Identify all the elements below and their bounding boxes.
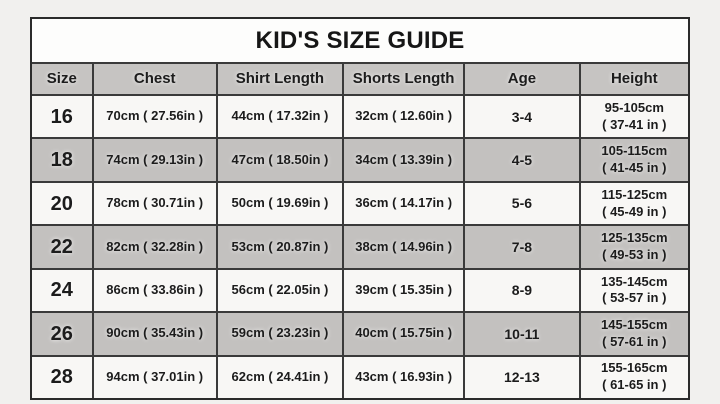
height-cm-text: 115-125cm [601,186,668,202]
height-in-text: ( 45-49 in ) [602,203,667,219]
column-header-shirt-length: Shirt Length [218,64,345,94]
shorts-length-cell: 32cm ( 12.60in ) [344,96,466,138]
height-in-text: ( 41-45 in ) [602,160,667,176]
table-header-row: Size Chest Shirt Length Shorts Length Ag… [32,62,688,94]
table-row-size-20: 20 78cm ( 30.71in ) 50cm ( 19.69in ) 36c… [32,180,688,225]
column-header-size: Size [32,64,94,94]
height-in-text: ( 49-53 in ) [602,246,667,262]
shorts-length-cell: 34cm ( 13.39in ) [344,139,466,181]
shirt-length-cell: 56cm ( 22.05in ) [218,269,345,312]
age-cell: 7-8 [465,226,581,268]
age-cell: 5-6 [465,182,581,225]
size-cell: 26 [32,313,94,355]
column-header-chest: Chest [94,64,218,94]
shorts-length-cell: 40cm ( 15.75in ) [344,313,466,355]
shirt-length-cell: 47cm ( 18.50in ) [218,139,345,181]
chest-cell: 74cm ( 29.13in ) [94,139,218,181]
chest-cell: 94cm ( 37.01in ) [94,356,218,398]
height-in-text: ( 53-57 in ) [602,290,667,306]
height-cell: 155-165cm ( 61-65 in ) [581,357,688,398]
height-in-text: ( 57-61 in ) [602,333,667,349]
table-row-size-18: 18 74cm ( 29.13in ) 47cm ( 18.50in ) 34c… [32,137,688,181]
table-row-size-28: 28 94cm ( 37.01in ) 62cm ( 24.41in ) 43c… [32,354,688,398]
height-cell: 125-135cm ( 49-53 in ) [581,226,688,267]
size-cell: 16 [32,96,94,138]
size-guide-table: KID'S SIZE GUIDE Size Chest Shirt Length… [30,17,690,400]
column-header-age: Age [465,64,581,94]
shirt-length-cell: 50cm ( 19.69in ) [218,182,345,225]
height-cell: 145-155cm ( 57-61 in ) [581,313,688,354]
height-cm-text: 135-145cm [601,273,668,289]
chest-cell: 78cm ( 30.71in ) [94,182,218,225]
shirt-length-cell: 44cm ( 17.32in ) [218,96,345,138]
column-header-height: Height [610,70,658,88]
height-cell: 135-145cm ( 53-57 in ) [581,270,688,311]
age-cell: 12-13 [465,356,581,398]
height-in-text: ( 37-41 in ) [602,116,667,132]
shirt-length-cell: 53cm ( 20.87in ) [218,226,345,268]
age-cell: 8-9 [465,269,581,312]
chest-cell: 82cm ( 32.28in ) [94,226,218,268]
height-cm-text: 95-105cm [604,99,664,115]
column-header-shorts-length: Shorts Length [344,64,466,94]
height-cm-text: 145-155cm [601,316,668,332]
shorts-length-cell: 43cm ( 16.93in ) [344,356,466,398]
table-row-size-22: 22 82cm ( 32.28in ) 53cm ( 20.87in ) 38c… [32,224,688,268]
size-cell: 20 [32,182,94,225]
size-cell: 18 [32,139,94,181]
shorts-length-cell: 38cm ( 14.96in ) [344,226,466,268]
height-cell: 115-125cm ( 45-49 in ) [581,183,688,224]
shirt-length-cell: 59cm ( 23.23in ) [218,313,345,355]
height-cm-text: 105-115cm [601,143,668,159]
table-row-size-16: 16 70cm ( 27.56in ) 44cm ( 17.32in ) 32c… [32,94,688,138]
size-cell: 28 [32,356,94,398]
table-row-size-24: 24 86cm ( 33.86in ) 56cm ( 22.05in ) 39c… [32,267,688,312]
shorts-length-cell: 39cm ( 15.35in ) [344,269,466,312]
chest-cell: 86cm ( 33.86in ) [94,269,218,312]
chest-cell: 70cm ( 27.56in ) [94,96,218,138]
shirt-length-cell: 62cm ( 24.41in ) [218,356,345,398]
table-row-size-26: 26 90cm ( 35.43in ) 59cm ( 23.23in ) 40c… [32,311,688,355]
age-cell: 4-5 [465,139,581,181]
age-cell: 3-4 [465,96,581,138]
size-cell: 24 [32,269,94,312]
height-cell: 105-115cm ( 41-45 in ) [581,139,688,180]
chest-cell: 90cm ( 35.43in ) [94,313,218,355]
shorts-length-cell: 36cm ( 14.17in ) [344,182,466,225]
height-cm-text: 125-135cm [601,230,668,246]
height-in-text: ( 61-65 in ) [602,377,667,393]
size-cell: 22 [32,226,94,268]
table-title: KID'S SIZE GUIDE [32,19,688,62]
height-cell: 95-105cm ( 37-41 in ) [581,96,688,137]
height-cm-text: 155-165cm [601,360,668,376]
age-cell: 10-11 [465,313,581,355]
